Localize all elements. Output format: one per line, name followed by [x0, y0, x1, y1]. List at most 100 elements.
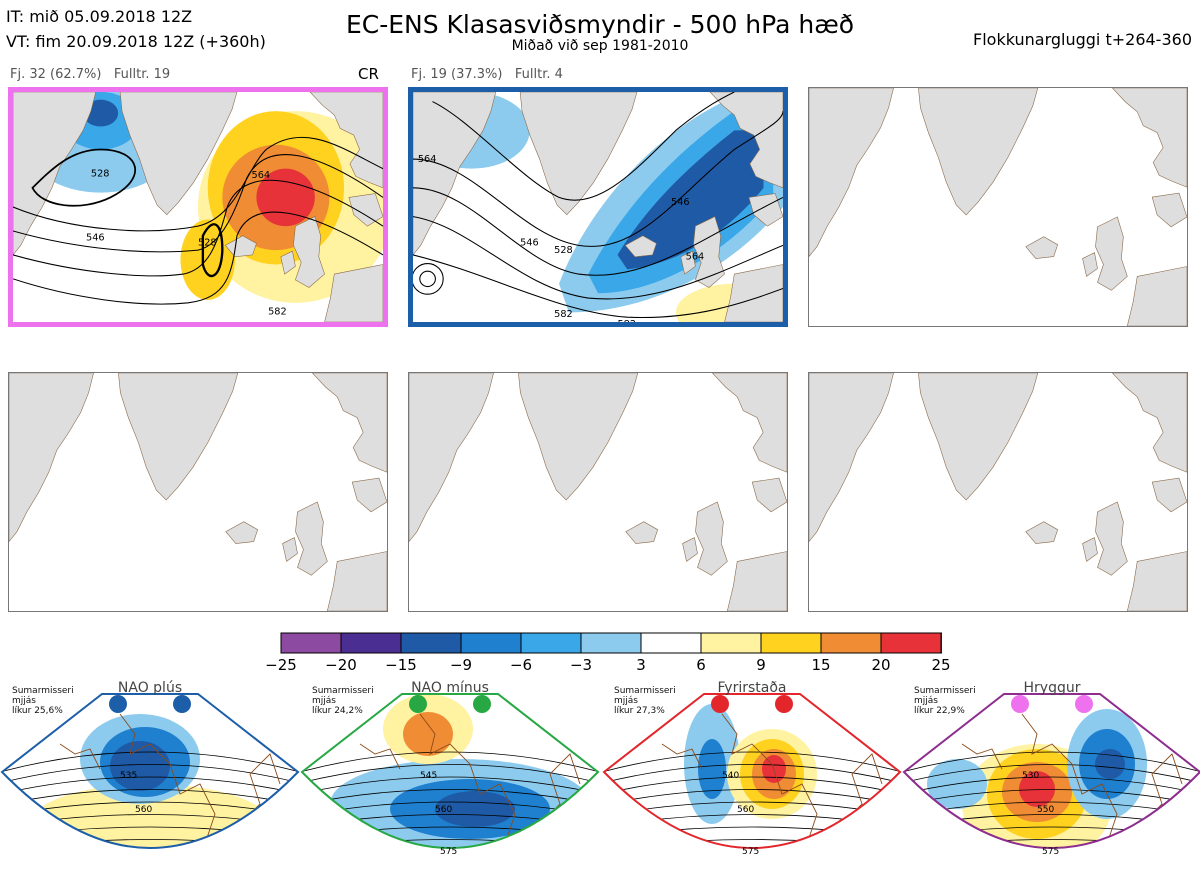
- height-contour: [904, 789, 1200, 806]
- base-map: [809, 373, 1187, 611]
- height-contour: [302, 776, 598, 795]
- anomaly-area: [110, 741, 170, 791]
- colorbar-tick-label: 9: [756, 656, 766, 674]
- regime-note-line: mjjás: [12, 696, 36, 706]
- contour-label: 535: [120, 771, 137, 781]
- regime-note-line: líkur 27,3%: [614, 706, 665, 716]
- colorbar-segment: [880, 632, 942, 654]
- colorbar-segment: [520, 632, 582, 654]
- regime-map: 540 560 575: [602, 693, 902, 857]
- height-contour: [604, 789, 900, 806]
- contour-label: 575: [742, 847, 759, 857]
- regime-note-line: mjjás: [312, 696, 336, 706]
- contour-label: 564: [418, 154, 437, 165]
- colorbar-segment: [460, 632, 522, 654]
- regime-note-line: mjjás: [614, 696, 638, 706]
- regime-panel: 535 560 NAO plús Sumarmisseri mjjás líkur 25,…: [0, 674, 300, 870]
- cluster-2-member: Fulltr. 4: [514, 67, 563, 82]
- height-contour: [904, 776, 1200, 795]
- anomaly-area: [1095, 749, 1125, 779]
- regime-note-line: Sumarmisseri: [914, 686, 976, 696]
- positive-anomaly-secondary: [180, 219, 235, 300]
- contour-label: 528: [198, 237, 217, 248]
- colorbar-tick-label: −3: [569, 656, 593, 674]
- regime-marker: [1075, 695, 1093, 713]
- height-contour: [0, 852, 300, 860]
- height-contour: [2, 764, 298, 784]
- contour-label: 530: [1022, 771, 1039, 781]
- regime-title: NAO plús: [117, 680, 183, 696]
- colorbar-tick-label: −20: [325, 656, 357, 674]
- contour-label: 546: [520, 237, 539, 248]
- height-contour: [302, 789, 598, 806]
- regime-marker: [1011, 695, 1029, 713]
- coastline: [961, 713, 1183, 848]
- contour-label: 560: [135, 805, 152, 815]
- contour-label: 545: [420, 771, 437, 781]
- regime-border: [0, 693, 300, 849]
- colorbar-tick-label: 20: [871, 656, 891, 674]
- cluster-2-map: 564 546 528 546 564 582 582: [408, 87, 788, 327]
- negative-anomaly-max: [617, 130, 764, 270]
- height-contours: [413, 92, 783, 319]
- regime-note-line: Sumarmisseri: [312, 686, 374, 696]
- classification-window: Flokkunargluggi t+264-360: [973, 30, 1192, 49]
- regime-title: Fyrirstaða: [717, 680, 787, 696]
- contour-label: 582: [268, 306, 287, 317]
- contour-label: 560: [435, 805, 452, 815]
- colorbar-tick-label: −25: [265, 656, 297, 674]
- cluster-1-regime-tag: CR: [358, 65, 379, 83]
- anomaly-area: [403, 712, 453, 756]
- cluster-2-label: Fj. 19 (37.3%) Fulltr. 4: [411, 67, 563, 82]
- regime-note: Sumarmisseri mjjás líkur 22,9%: [914, 686, 976, 716]
- cluster-1-member: Fulltr. 19: [113, 67, 171, 82]
- page-title: EC-ENS Klasasviðsmyndir - 500 hPa hæð: [345, 10, 855, 39]
- contour-label: 564: [252, 170, 271, 181]
- contour-label: 564: [686, 252, 705, 263]
- contour-label: 560: [737, 805, 754, 815]
- init-time: IT: mið 05.09.2018 12Z: [6, 7, 193, 26]
- regime-panel: 530 550 575 Hryggur Sumarmisseri mjjás líkur 2…: [902, 674, 1200, 870]
- height-contour: [904, 764, 1200, 784]
- regime-map: 530 550 575: [902, 693, 1200, 857]
- contour-label: 575: [1042, 847, 1059, 857]
- colorbar: [280, 632, 942, 654]
- regime-border: [602, 693, 902, 849]
- height-contours: [13, 136, 383, 305]
- colorbar-tick-label: −6: [509, 656, 533, 674]
- coastline: [661, 713, 883, 848]
- regime-note: Sumarmisseri mjjás líkur 25,6%: [12, 686, 74, 716]
- colorbar-segment: [580, 632, 642, 654]
- regime-note-line: líkur 24,2%: [312, 706, 363, 716]
- regime-marker: [473, 695, 491, 713]
- contour-label: 528: [554, 245, 573, 256]
- regime-panel: 540 560 575 Fyrirstaða Sumarmisseri mjjás líku…: [602, 674, 902, 870]
- contour-label: 546: [671, 197, 690, 208]
- colorbar-tick-label: −9: [449, 656, 473, 674]
- base-map: [409, 373, 787, 611]
- contour-label: 528: [91, 168, 110, 179]
- regime-border: [300, 693, 600, 849]
- regime-map: 535 560: [0, 693, 300, 860]
- colorbar-tick-label: 25: [931, 656, 951, 674]
- regime-panel: 545 560 575 NAO mínus Sumarmisseri mjjás líkur…: [300, 674, 600, 870]
- cluster-2-contour-labels: 564 546 528 546 564 582 582: [418, 154, 704, 322]
- contour-label: 582: [554, 309, 573, 320]
- page-subtitle: Miðað við sep 1981-2010: [511, 38, 689, 54]
- colorbar-tick-label: 15: [811, 656, 831, 674]
- height-contour: [604, 776, 900, 795]
- regime-note: Sumarmisseri mjjás líkur 24,2%: [312, 686, 374, 716]
- regime-border: [902, 693, 1200, 849]
- anomaly-area: [1019, 771, 1055, 807]
- regime-title: Hryggur: [1023, 680, 1081, 696]
- height-contour: [2, 776, 298, 795]
- colorbar-segment: [400, 632, 462, 654]
- base-map: [9, 373, 387, 611]
- cluster-2-anomaly-map: 564 546 528 546 564 582 582: [413, 92, 783, 322]
- contour-label: 582: [617, 319, 636, 322]
- regime-marker: [173, 695, 191, 713]
- regime-note-line: Sumarmisseri: [614, 686, 676, 696]
- cluster-2-size: Fj. 19 (37.3%): [411, 67, 503, 82]
- coastline: [359, 713, 581, 848]
- colorbar-segment: [700, 632, 762, 654]
